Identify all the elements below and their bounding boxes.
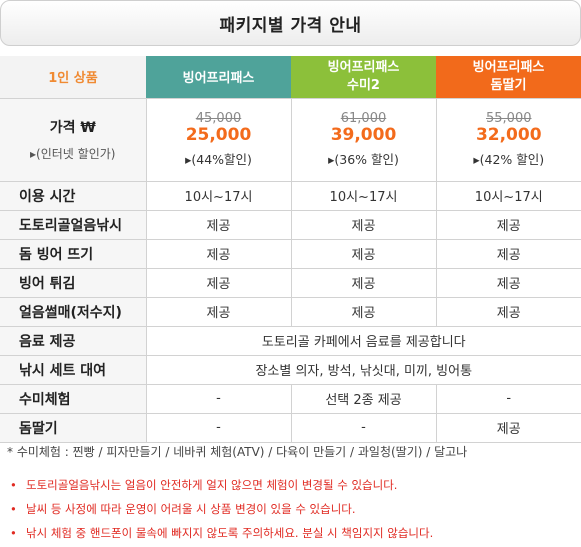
row-value: 제공 (435, 297, 581, 327)
bullet: • (10, 478, 17, 492)
table-row: 낚시 세트 대여 장소별 의자, 방석, 낚싯대, 미끼, 빙어통 (0, 355, 581, 385)
sumi-note: * 수미체험 : 찐빵 / 피자만들기 / 네바퀴 체험(ATV) / 다육이 … (7, 445, 468, 459)
row-value: 제공 (145, 239, 291, 269)
bullet: • (10, 502, 17, 516)
row-label: 얼음썰매(저수지) (0, 297, 146, 327)
package-name: 빙어프리패스 (182, 71, 255, 87)
row-value: - (145, 384, 291, 414)
row-value: 제공 (290, 297, 436, 327)
original-price: 61,000 (340, 111, 387, 126)
warning-text: 도토리골얼음낚시는 얼음이 안전하게 얼지 않으면 체험이 변경될 수 있습니다… (26, 478, 398, 492)
row-value: 제공 (290, 210, 436, 240)
table-row: 도토리골얼음낚시 제공 제공 제공 (0, 210, 581, 240)
table-row: 돔딸기 - - 제공 (0, 413, 581, 443)
package-name: 빙어프리패스 (472, 59, 545, 75)
package-name-sub: 수미2 (347, 77, 380, 93)
title-banner: 패키지별 가격 안내 (0, 0, 581, 46)
price-row: 가격 ₩ ▸(인터넷 할인가) 45,000 25,000 ▸(44%할인) 6… (0, 98, 581, 182)
row-label: 돔 빙어 뜨기 (0, 239, 146, 269)
page-title: 패키지별 가격 안내 (219, 15, 362, 36)
row-value: 제공 (435, 210, 581, 240)
package-header-row: 1인 상품 빙어프리패스 빙어프리패스 수미2 빙어프리패스 돔딸기 (0, 56, 581, 99)
row-value: - (290, 413, 436, 443)
original-price: 45,000 (195, 111, 242, 126)
row-label: 돔딸기 (0, 413, 146, 443)
row-value: 제공 (435, 268, 581, 298)
warning-text: 날씨 등 사정에 따라 운영이 어려울 시 상품 변경이 있을 수 있습니다. (26, 502, 356, 516)
bullet: • (10, 526, 17, 540)
package-name: 빙어프리패스 (327, 59, 400, 75)
row-value: 10시~17시 (290, 181, 436, 211)
price-label: 가격 ₩ (49, 120, 96, 136)
discount-rate: ▸(44%할인) (185, 152, 252, 167)
original-price: 55,000 (486, 111, 532, 126)
row-value: 제공 (145, 268, 291, 298)
table-row: 이용 시간 10시~17시 10시~17시 10시~17시 (0, 181, 581, 211)
row-value: - (145, 413, 291, 443)
corner-header: 1인 상품 (0, 56, 146, 99)
warning-item: • 날씨 등 사정에 따라 운영이 어려울 시 상품 변경이 있을 수 있습니다. (10, 501, 356, 517)
row-label: 음료 제공 (0, 326, 146, 356)
warning-item: • 낚시 체험 중 핸드폰이 물속에 빠지지 않도록 주의하세요. 분실 시 책임… (10, 525, 433, 541)
row-label: 빙어 튀김 (0, 268, 146, 298)
row-value: 10시~17시 (435, 181, 581, 211)
table-row: 음료 제공 도토리골 카페에서 음료를 제공합니다 (0, 326, 581, 356)
row-value: 제공 (435, 413, 581, 443)
table-row: 얼음썰매(저수지) 제공 제공 제공 (0, 297, 581, 327)
package-header-basic: 빙어프리패스 (146, 56, 291, 99)
row-value: 10시~17시 (145, 181, 291, 211)
price-cell: 45,000 25,000 ▸(44%할인) (145, 98, 291, 182)
price-cell: 61,000 39,000 ▸(36% 할인) (290, 98, 436, 182)
row-value: 제공 (290, 239, 436, 269)
price-cell: 55,000 32,000 ▸(42% 할인) (435, 98, 581, 182)
warning-text: 낚시 체험 중 핸드폰이 물속에 빠지지 않도록 주의하세요. 분실 시 책임지… (26, 526, 434, 540)
table-row: 돔 빙어 뜨기 제공 제공 제공 (0, 239, 581, 269)
row-value: 제공 (145, 297, 291, 327)
row-value: 선택 2종 제공 (290, 384, 436, 414)
row-value-merged: 장소별 의자, 방석, 낚싯대, 미끼, 빙어통 (145, 355, 581, 385)
price-sublabel: ▸(인터넷 할인가) (30, 147, 116, 161)
row-value: 제공 (290, 268, 436, 298)
sale-price: 25,000 (185, 125, 252, 145)
package-name-sub: 돔딸기 (490, 77, 527, 93)
row-label: 수미체험 (0, 384, 146, 414)
table-row: 빙어 튀김 제공 제공 제공 (0, 268, 581, 298)
row-value: - (435, 384, 581, 414)
row-value: 제공 (145, 210, 291, 240)
discount-rate: ▸(36% 할인) (328, 152, 399, 167)
warning-item: • 도토리골얼음낚시는 얼음이 안전하게 얼지 않으면 체험이 변경될 수 있습니… (10, 477, 397, 493)
row-label: 도토리골얼음낚시 (0, 210, 146, 240)
row-value: 제공 (435, 239, 581, 269)
row-label: 이용 시간 (0, 181, 146, 211)
sale-price: 39,000 (330, 125, 397, 145)
sale-price: 32,000 (475, 125, 542, 145)
price-label-cell: 가격 ₩ ▸(인터넷 할인가) (0, 98, 146, 182)
price-table: 1인 상품 빙어프리패스 빙어프리패스 수미2 빙어프리패스 돔딸기 가격 ₩ ▸(… (0, 56, 581, 443)
row-value-merged: 도토리골 카페에서 음료를 제공합니다 (145, 326, 581, 356)
discount-rate: ▸(42% 할인) (473, 152, 545, 167)
table-row: 수미체험 - 선택 2종 제공 - (0, 384, 581, 414)
row-label: 낚시 세트 대여 (0, 355, 146, 385)
